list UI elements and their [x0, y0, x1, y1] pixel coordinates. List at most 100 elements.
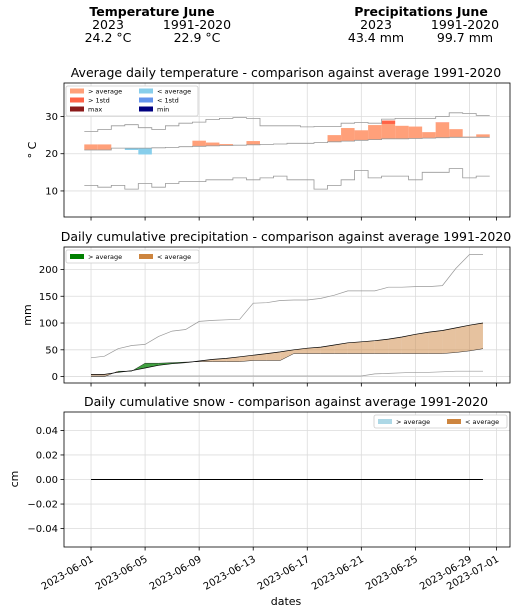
x-tick-labels: 2023-06-012023-06-052023-06-092023-06-13… — [40, 554, 501, 593]
temperature-anomaly-bar — [84, 144, 98, 150]
precipitation-y-axis-label: mm — [21, 304, 34, 325]
precipitation-anomaly-fill — [266, 351, 281, 361]
precipitation-anomaly-fill — [307, 347, 321, 354]
snow-legend-swatch — [447, 419, 461, 424]
precipitation-anomaly-fill — [280, 349, 294, 361]
x-tick-label: 2023-06-21 — [310, 554, 366, 593]
temperature-anomaly-bar — [138, 148, 152, 155]
precipitation-min-line — [91, 370, 483, 377]
temperature-anomaly-bar — [354, 130, 369, 141]
precipitation-year-label: 2023 — [360, 17, 392, 32]
precipitation-anomaly-fill — [226, 356, 240, 362]
temperature-anomaly-bar — [327, 135, 342, 142]
temperature-anomaly-bar — [476, 134, 490, 138]
temperature-legend-swatch — [139, 88, 153, 94]
temperature-anomaly-bar — [246, 141, 260, 145]
snow-legend-box — [373, 414, 508, 429]
temperature-max-line — [84, 112, 490, 132]
precipitation-anomaly-fill — [428, 330, 443, 354]
temperature-anomaly-bar — [97, 144, 112, 150]
temperature-y-tick-label: 10 — [45, 186, 58, 197]
temperature-legend-swatch — [70, 106, 84, 112]
temperature-anomaly-bar — [408, 126, 423, 139]
precipitation-anomaly-fill — [239, 355, 254, 362]
precipitation-normal-label: 1991-2020 — [431, 17, 499, 32]
snow-y-tick-label: 0.02 — [36, 450, 58, 461]
snow-legend: > average < average — [373, 414, 508, 429]
snow-chart-title: Daily cumulative snow - comparison again… — [84, 394, 488, 409]
temperature-legend-swatch — [139, 106, 153, 112]
snow-y-tick-label: 0.00 — [36, 475, 58, 486]
temperature-legend-label: max — [88, 106, 102, 114]
x-tick-label: 2023-06-09 — [148, 554, 204, 593]
precipitation-anomaly-fill — [388, 336, 402, 354]
temperature-legend-box — [65, 85, 199, 117]
precipitation-anomaly-fill — [334, 342, 348, 354]
precipitation-anomaly-fill — [442, 327, 456, 354]
temperature-chart-title: Average daily temperature - comparison a… — [71, 65, 502, 80]
snow-legend-label: < average — [465, 418, 499, 426]
temperature-anomaly-bar — [422, 132, 436, 139]
precipitation-anomaly-fill — [347, 341, 362, 354]
precipitation-anomaly-fill — [253, 353, 267, 361]
temperature-y-axis-label: ° C — [26, 141, 39, 158]
temperature-min-line — [84, 168, 490, 190]
snow-legend-swatch — [378, 419, 392, 424]
precipitation-anomaly-fill — [145, 363, 159, 369]
temperature-anomaly-bar — [205, 142, 220, 146]
precipitation-anomaly-fill — [455, 325, 470, 353]
precipitation-anomaly-fill — [212, 358, 227, 362]
temperature-average-line — [84, 136, 490, 151]
temperature-y-tick-label: 20 — [45, 149, 58, 160]
temperature-anomaly-bar — [395, 125, 409, 139]
precipitation-anomaly-fill — [374, 339, 389, 354]
precipitation-anomaly-fill — [361, 340, 375, 354]
snow-y-tick-label: 0.04 — [36, 426, 58, 437]
temperature-anomaly-bar — [435, 122, 450, 138]
precipitation-y-tick-label: 0 — [52, 372, 58, 383]
x-tick-label: 2023-06-05 — [94, 554, 150, 593]
precipitation-average-line — [91, 322, 484, 375]
precipitation-y-tick-label: 100 — [39, 319, 58, 330]
precipitation-anomaly-fill — [469, 323, 483, 351]
temperature-anomaly-bar — [381, 120, 396, 139]
precipitation-year-value: 43.4 mm — [348, 30, 404, 45]
temperature-anomaly-bar — [124, 148, 139, 150]
precipitation-legend: > average < average — [65, 249, 200, 264]
temperature-plot-frame — [63, 82, 511, 218]
temperature-summary-title: Temperature June — [89, 4, 214, 19]
snow-y-tick-label: −0.02 — [27, 500, 58, 511]
temperature-legend-swatch — [70, 88, 84, 94]
summary-header: Temperature June 2023 1991-2020 24.2 °C … — [85, 4, 500, 45]
snow-panel: −0.04 −0.02 0.00 0.02 0.04 > average < average — [27, 411, 511, 551]
x-tick-label: 2023-06-13 — [202, 554, 258, 593]
precipitation-y-tick-label: 150 — [39, 292, 58, 303]
precipitation-anomaly-fill — [415, 332, 429, 354]
snow-legend-label: > average — [396, 418, 430, 426]
precipitation-2023-line — [91, 348, 484, 377]
precipitation-anomaly-fill — [320, 344, 335, 354]
temperature-year-value: 24.2 °C — [85, 30, 132, 45]
temperature-anomaly-bar — [192, 140, 206, 147]
precipitation-legend-label: < average — [157, 253, 191, 261]
precipitation-y-tick-label: 50 — [45, 345, 58, 356]
temperature-anomaly-bar — [219, 144, 233, 146]
temperature-legend-label: > 1std — [88, 97, 110, 105]
temperature-legend-label: < 1std — [157, 97, 179, 105]
temperature-anomaly-bar — [449, 129, 463, 138]
temperature-year-label: 2023 — [92, 17, 124, 32]
precipitation-summary-title: Precipitations June — [354, 4, 488, 19]
precipitation-y-tick-label: 200 — [39, 265, 58, 276]
precipitation-anomaly-fill — [401, 334, 416, 354]
x-axis-label: dates — [271, 595, 302, 608]
temperature-legend-swatch — [70, 97, 84, 103]
x-tick-label: 2023-06-17 — [256, 554, 312, 593]
temperature-legend-swatch — [139, 97, 153, 103]
temperature-legend-label: > average — [88, 88, 122, 96]
precipitation-max-line — [90, 254, 483, 359]
precipitation-legend-box — [65, 249, 200, 264]
temperature-legend-label: < average — [157, 88, 191, 96]
precipitation-legend-swatch — [139, 254, 153, 259]
